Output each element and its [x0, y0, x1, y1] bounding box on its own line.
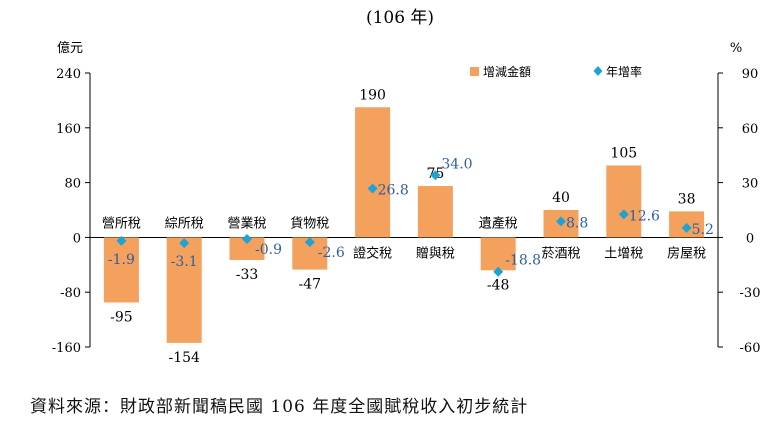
- source-note: 資料來源：財政部新聞稿民國 106 年度全國賦稅收入初步統計: [30, 397, 529, 417]
- growth-rate-point: [242, 234, 252, 245]
- bar-value-label: -95: [110, 309, 133, 325]
- left-axis-ticks: 240 160 80 0 -80 -160: [52, 67, 90, 356]
- bar-value-label: 38: [678, 191, 696, 207]
- category-label: 菸酒稅: [541, 246, 580, 261]
- category-label: 土增稅: [604, 246, 643, 261]
- growth-rate-label: 26.8: [378, 182, 409, 198]
- bar-value-label: 190: [359, 87, 386, 103]
- left-tick-label: 80: [64, 177, 81, 192]
- right-tick-label: 0: [746, 231, 754, 246]
- right-tick-label: 60: [742, 122, 759, 137]
- legend: 增減金額 年增率: [470, 64, 642, 79]
- legend-label-rate: 年增率: [606, 64, 642, 79]
- right-tick-label: -30: [740, 286, 761, 301]
- category-label: 遺產稅: [479, 215, 518, 231]
- left-tick-label: 160: [56, 122, 81, 137]
- growth-rate-labels: -1.9 -3.1 -0.9 -2.6 26.8 34.0 -18.8 8.8 12.6 5.2: [108, 156, 714, 270]
- bar-7: [480, 237, 516, 271]
- growth-rate-label: 8.8: [566, 215, 588, 231]
- bar-9: [606, 165, 642, 238]
- growth-rate-label: -1.9: [108, 252, 135, 268]
- category-label: 營所稅: [102, 216, 141, 231]
- growth-rate-point: [430, 170, 441, 181]
- chart: (106 年) 億元 % 240 160 80 0 -80 -160 90 60 30 0 -30…: [52, 8, 761, 366]
- legend-label-bar: 增減金額: [483, 64, 531, 79]
- growth-rate-point: [556, 216, 566, 227]
- bar-value-label: 40: [552, 190, 570, 206]
- bar-value-label: -48: [487, 277, 510, 293]
- chart-title: (106 年): [366, 8, 434, 28]
- right-axis-unit: %: [730, 41, 742, 56]
- left-tick-label: 0: [73, 231, 81, 246]
- bar-series: [103, 107, 705, 343]
- legend-swatch-diamond-icon: [593, 66, 603, 76]
- growth-rate-label: 5.2: [692, 222, 714, 238]
- bar-value-label: -47: [299, 277, 322, 293]
- category-label: 證交稅: [353, 245, 392, 261]
- bar-3: [229, 237, 265, 261]
- growth-rate-label: 12.6: [629, 208, 660, 224]
- bar-value-label: 105: [610, 145, 637, 161]
- right-tick-label: 30: [742, 177, 759, 192]
- growth-rate-point: [116, 235, 127, 246]
- category-label: 貨物稅: [290, 215, 329, 231]
- left-tick-label: -160: [52, 341, 81, 356]
- growth-rate-label: -18.8: [505, 253, 541, 269]
- legend-swatch-bar: [470, 67, 479, 76]
- growth-rate-label: -0.9: [255, 242, 282, 258]
- growth-rate-series: [116, 170, 692, 277]
- bar-value-label: -154: [168, 350, 200, 366]
- left-axis-unit: 億元: [57, 40, 83, 56]
- bar-5: [355, 107, 391, 238]
- growth-rate-point: [304, 237, 315, 248]
- growth-rate-point: [493, 266, 504, 277]
- growth-rate-point: [681, 222, 692, 233]
- category-label: 贈與稅: [416, 245, 455, 261]
- bar-2: [166, 237, 202, 343]
- right-tick-label: 90: [742, 67, 759, 82]
- category-label: 營業稅: [227, 215, 266, 231]
- growth-rate-label: -3.1: [171, 254, 198, 270]
- growth-rate-point: [618, 209, 629, 220]
- category-label: 綜所稅: [165, 216, 204, 231]
- bar-value-label: -33: [236, 267, 259, 283]
- right-tick-label: -60: [740, 341, 761, 356]
- bar-6: [417, 186, 453, 238]
- category-label: 房屋稅: [667, 245, 706, 261]
- growth-rate-point: [179, 238, 190, 249]
- left-tick-label: -80: [60, 286, 81, 301]
- growth-rate-point: [367, 183, 378, 194]
- growth-rate-label: 34.0: [441, 156, 472, 172]
- bar-1: [103, 237, 139, 303]
- right-axis-ticks: 90 60 30 0 -30 -60: [718, 67, 760, 356]
- left-tick-label: 240: [56, 67, 81, 82]
- growth-rate-label: -2.6: [318, 245, 345, 261]
